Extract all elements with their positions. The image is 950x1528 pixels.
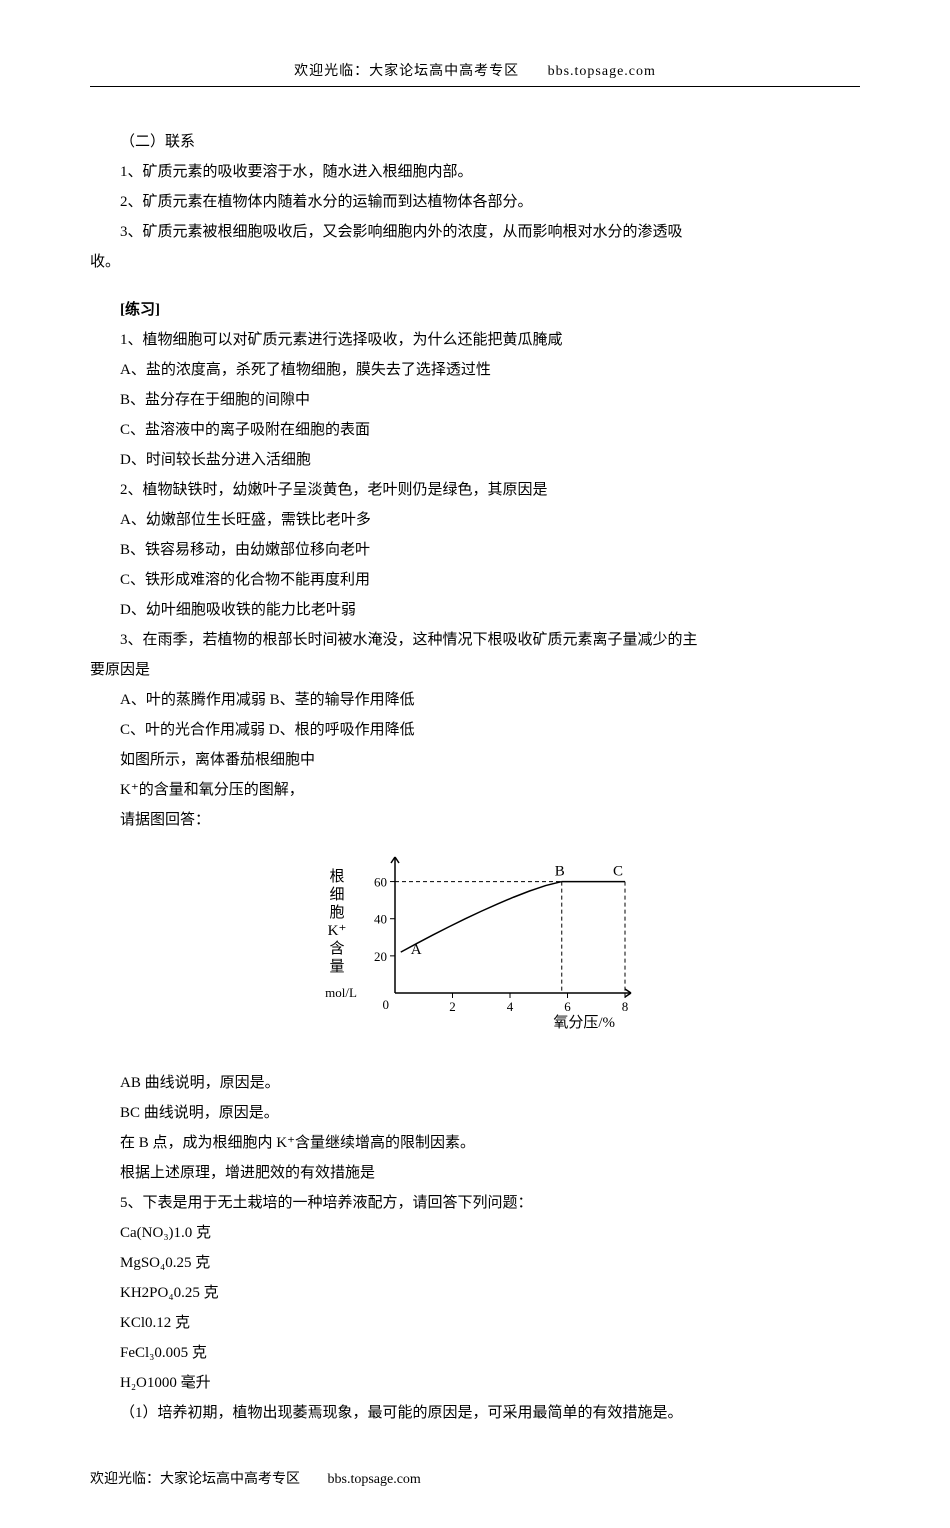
after-chart-line: 根据上述原理，增进肥效的有效措施是: [90, 1158, 860, 1188]
svg-text:A: A: [411, 942, 422, 958]
svg-text:胞: 胞: [329, 904, 344, 921]
footer-url: bbs.topsage.com: [328, 1472, 421, 1487]
svg-text:C: C: [613, 864, 623, 880]
after-chart-line: BC 曲线说明，原因是。: [90, 1098, 860, 1128]
q2-opt-d: D、幼叶细胞吸收铁的能力比老叶弱: [90, 595, 860, 625]
q2-opt-a: A、幼嫩部位生长旺盛，需铁比老叶多: [90, 505, 860, 535]
q1-opt-d: D、时间较长盐分进入活细胞: [90, 445, 860, 475]
q3-opt-cd: C、叶的光合作用减弱 D、根的呼吸作用降低: [90, 715, 860, 745]
fig-intro: 如图所示，离体番茄根细胞中: [90, 745, 860, 775]
svg-text:40: 40: [374, 912, 387, 927]
svg-text:氧分压/%: 氧分压/%: [553, 1014, 615, 1031]
header-welcome: 欢迎光临：大家论坛高中高考专区: [294, 64, 519, 79]
chart-svg: 0 2 4 6 8 20 40 60 A B C 根细胞 K⁺含量 mol/L 氧分压/%: [315, 853, 635, 1033]
svg-text:量: 量: [329, 959, 344, 975]
recipe-line: MgSO₄0.25 克: [90, 1248, 860, 1278]
q1-stem: 1、植物细胞可以对矿质元素进行选择吸收，为什么还能把黄瓜腌咸: [90, 325, 860, 355]
svg-text:0: 0: [383, 997, 390, 1012]
page: 欢迎光临：大家论坛高中高考专区 bbs.topsage.com （二）联系 1、…: [0, 0, 950, 1528]
q1-opt-b: B、盐分存在于细胞的间隙中: [90, 385, 860, 415]
fig-intro: K⁺的含量和氧分压的图解，: [90, 775, 860, 805]
section-line: 2、矿质元素在植物体内随着水分的运输而到达植物体各部分。: [90, 187, 860, 217]
svg-text:20: 20: [374, 949, 387, 964]
q3-stem: 3、在雨季，若植物的根部长时间被水淹没，这种情况下根吸收矿质元素离子量减少的主: [90, 625, 860, 655]
recipe-line: FeCl₃0.005 克: [90, 1338, 860, 1368]
q1-opt-c: C、盐溶液中的离子吸附在细胞的表面: [90, 415, 860, 445]
q2-stem: 2、植物缺铁时，幼嫩叶子呈淡黄色，老叶则仍是绿色，其原因是: [90, 475, 860, 505]
svg-text:4: 4: [507, 999, 514, 1014]
svg-text:mol/L: mol/L: [325, 985, 357, 1000]
recipe-line: H₂O1000 毫升: [90, 1368, 860, 1398]
q3-opt-ab: A、叶的蒸腾作用减弱 B、茎的输导作用降低: [90, 685, 860, 715]
svg-text:60: 60: [374, 875, 387, 890]
svg-text:K⁺: K⁺: [328, 923, 347, 939]
footer-welcome: 欢迎光临：大家论坛高中高考专区: [90, 1472, 300, 1487]
q2-opt-b: B、铁容易移动，由幼嫩部位移向老叶: [90, 535, 860, 565]
q3-stem-cont: 要原因是: [90, 655, 860, 685]
section-line: 1、矿质元素的吸收要溶于水，随水进入根细胞内部。: [90, 157, 860, 187]
section-line-cont: 收。: [90, 247, 860, 277]
recipe-line: KCl0.12 克: [90, 1308, 860, 1338]
chart-container: 0 2 4 6 8 20 40 60 A B C 根细胞 K⁺含量 mol/L 氧分压/%: [90, 853, 860, 1044]
content: （二）联系 1、矿质元素的吸收要溶于水，随水进入根细胞内部。 2、矿质元素在植物…: [90, 127, 860, 1428]
recipe-line: Ca(NO₃)1.0 克: [90, 1218, 860, 1248]
recipe-line: KH2PO₄0.25 克: [90, 1278, 860, 1308]
svg-text:根: 根: [329, 868, 344, 885]
q5-1: （1）培养初期，植物出现萎焉现象，最可能的原因是，可采用最简单的有效措施是。: [90, 1398, 860, 1428]
section-line: 3、矿质元素被根细胞吸收后，又会影响细胞内外的浓度，从而影响根对水分的渗透吸: [90, 217, 860, 247]
svg-text:细: 细: [329, 886, 344, 903]
fig-intro: 请据图回答：: [90, 805, 860, 835]
after-chart-line: 5、下表是用于无土栽培的一种培养液配方，请回答下列问题：: [90, 1188, 860, 1218]
after-chart-line: 在 B 点，成为根细胞内 K⁺含量继续增高的限制因素。: [90, 1128, 860, 1158]
q1-opt-a: A、盐的浓度高，杀死了植物细胞，膜失去了选择透过性: [90, 355, 860, 385]
svg-text:含: 含: [329, 940, 344, 957]
section-title: （二）联系: [90, 127, 860, 157]
k-oxygen-chart: 0 2 4 6 8 20 40 60 A B C 根细胞 K⁺含量 mol/L 氧分压/%: [315, 853, 635, 1033]
svg-text:2: 2: [449, 999, 456, 1014]
footer: 欢迎光临：大家论坛高中高考专区 bbs.topsage.com: [90, 1468, 860, 1488]
header-url: bbs.topsage.com: [548, 64, 656, 79]
svg-text:6: 6: [564, 999, 571, 1014]
q2-opt-c: C、铁形成难溶的化合物不能再度利用: [90, 565, 860, 595]
after-chart-line: AB 曲线说明，原因是。: [90, 1068, 860, 1098]
practice-label: [练习]: [90, 295, 860, 325]
svg-text:8: 8: [622, 999, 629, 1014]
header: 欢迎光临：大家论坛高中高考专区 bbs.topsage.com: [90, 60, 860, 87]
svg-text:B: B: [555, 864, 565, 880]
